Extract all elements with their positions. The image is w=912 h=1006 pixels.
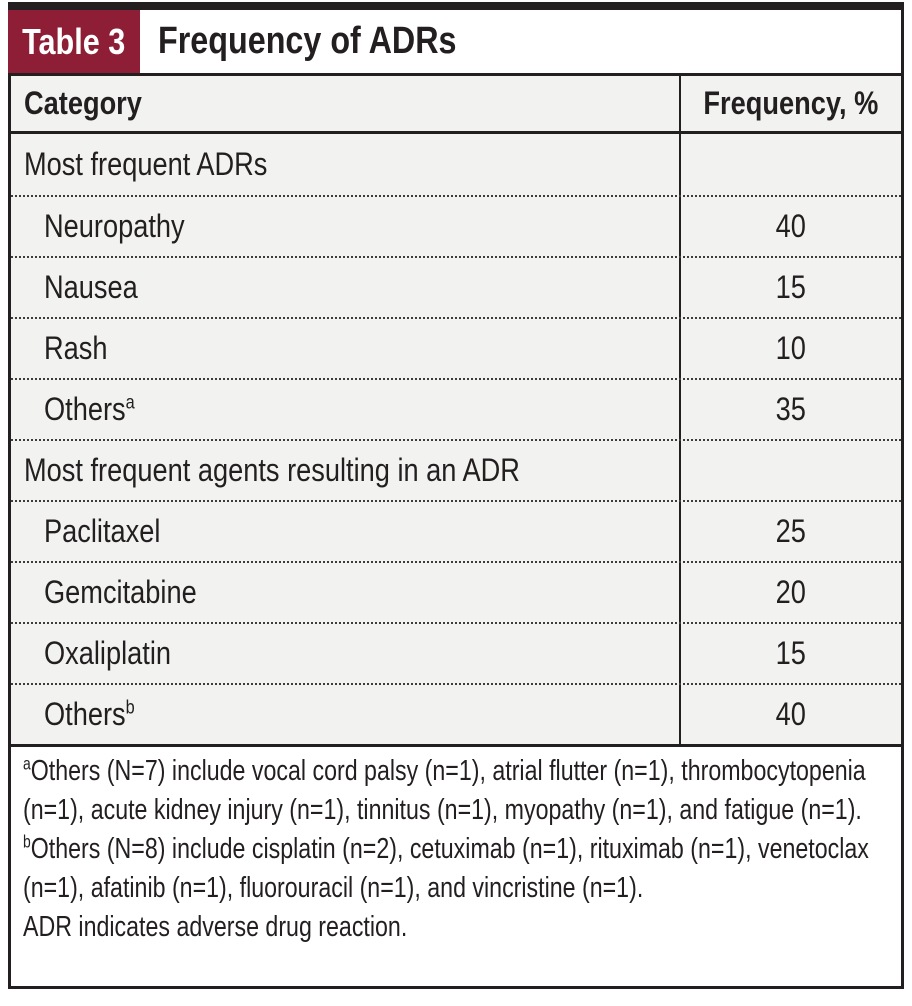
row-frequency-cell: 40 <box>681 197 901 256</box>
row-value: 15 <box>775 635 807 671</box>
row-frequency-cell: 40 <box>681 685 901 744</box>
table-row-oxaliplatin: Oxaliplatin 15 <box>11 622 901 683</box>
table-number-label: Table 3 <box>22 20 126 62</box>
row-label: Othersb <box>44 696 135 732</box>
row-category-cell: Neuropathy <box>11 197 681 256</box>
row-value: 15 <box>775 269 807 305</box>
table-title-text: Frequency of ADRs <box>158 20 457 62</box>
table-row-others-a: Othersa 35 <box>11 378 901 439</box>
column-header-category-label: Category <box>24 85 142 121</box>
row-label: Gemcitabine <box>44 574 197 610</box>
row-category-cell: Oxaliplatin <box>11 624 681 683</box>
row-category-cell: Nausea <box>11 258 681 317</box>
table-row-paclitaxel: Paclitaxel 25 <box>11 500 901 561</box>
row-frequency-cell: 20 <box>681 563 901 622</box>
table-row-section-most-frequent-adrs: Most frequent ADRs <box>11 134 901 195</box>
row-label: Nausea <box>44 269 138 305</box>
row-category-cell: Othersb <box>11 685 681 744</box>
table-row-nausea: Nausea 15 <box>11 256 901 317</box>
table-number-badge: Table 3 <box>8 10 140 73</box>
row-frequency-cell: 35 <box>681 380 901 439</box>
row-category-cell: Paclitaxel <box>11 502 681 561</box>
table-row-neuropathy: Neuropathy 40 <box>11 195 901 256</box>
row-label: Rash <box>44 330 108 366</box>
column-header-category: Category <box>11 76 681 131</box>
footnote-a: aOthers (N=7) include vocal cord palsy (… <box>23 753 866 826</box>
row-category-cell: Gemcitabine <box>11 563 681 622</box>
footnotes-text-block: aOthers (N=7) include vocal cord palsy (… <box>23 752 891 947</box>
footnote-abbreviation: ADR indicates adverse drug reaction. <box>23 911 408 943</box>
row-frequency-cell: 15 <box>681 258 901 317</box>
row-value: 10 <box>775 330 807 366</box>
row-category-cell: Othersa <box>11 380 681 439</box>
table3-block: Table 3 Frequency of ADRs Category Frequ… <box>8 2 904 989</box>
row-value: 20 <box>775 574 807 610</box>
column-header-frequency: Frequency, % <box>681 76 901 131</box>
table-title-strip: Table 3 Frequency of ADRs <box>8 10 904 73</box>
table-footnotes: aOthers (N=7) include vocal cord palsy (… <box>8 747 904 989</box>
table-row-rash: Rash 10 <box>11 317 901 378</box>
row-category-cell: Rash <box>11 319 681 378</box>
row-frequency-cell <box>681 134 901 195</box>
table-header-row: Category Frequency, % <box>11 76 901 134</box>
row-label: Oxaliplatin <box>44 635 171 671</box>
row-category-cell: Most frequent agents resulting in an ADR <box>11 441 681 500</box>
row-label: Most frequent ADRs <box>24 146 268 182</box>
column-header-frequency-label: Frequency, % <box>703 85 879 121</box>
row-label: Most frequent agents resulting in an ADR <box>24 452 520 488</box>
row-value: 40 <box>775 696 807 732</box>
row-frequency-cell: 10 <box>681 319 901 378</box>
table-row-section-most-frequent-agents: Most frequent agents resulting in an ADR <box>11 439 901 500</box>
row-frequency-cell: 25 <box>681 502 901 561</box>
footnote-b: bOthers (N=8) include cisplatin (n=2), c… <box>23 831 869 904</box>
row-label: Paclitaxel <box>44 513 161 549</box>
table-row-others-b: Othersb 40 <box>11 683 901 744</box>
row-frequency-cell <box>681 441 901 500</box>
row-category-cell: Most frequent ADRs <box>11 134 681 195</box>
top-rule-bar <box>8 2 904 10</box>
row-frequency-cell: 15 <box>681 624 901 683</box>
table-row-gemcitabine: Gemcitabine 20 <box>11 561 901 622</box>
row-value: 25 <box>775 513 807 549</box>
adr-frequency-table: Category Frequency, % Most frequent ADRs… <box>8 73 904 747</box>
row-value: 35 <box>775 391 807 427</box>
row-label: Othersa <box>44 391 135 427</box>
table-title: Frequency of ADRs <box>140 10 509 73</box>
row-label: Neuropathy <box>44 208 185 244</box>
row-value: 40 <box>775 208 807 244</box>
